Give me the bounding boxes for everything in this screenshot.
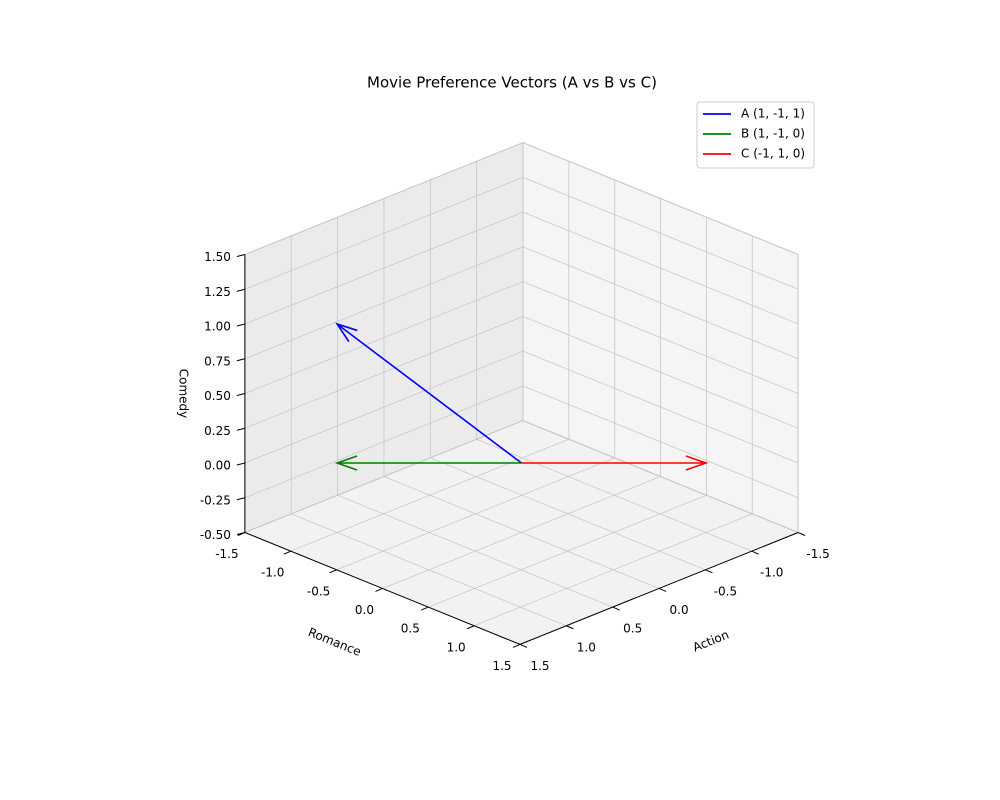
z-tick-label: 1.50 bbox=[204, 250, 231, 264]
y-tick-label: 0.5 bbox=[401, 622, 420, 636]
y-tick-label: 0.0 bbox=[355, 603, 374, 617]
y-tick bbox=[466, 625, 475, 630]
grid-line bbox=[382, 476, 661, 589]
grid-line bbox=[244, 420, 524, 533]
grid-line bbox=[522, 281, 799, 394]
z-tick-label: -0.50 bbox=[200, 528, 231, 542]
grid-line bbox=[244, 350, 524, 464]
arrow bbox=[334, 455, 522, 471]
x-tick-label: -1.5 bbox=[806, 547, 829, 561]
y-tick bbox=[375, 587, 383, 592]
grid-line bbox=[522, 420, 799, 533]
arrow bbox=[335, 322, 522, 464]
y-tick-label: -1.0 bbox=[261, 566, 284, 580]
grid-line bbox=[522, 176, 799, 290]
x-tick bbox=[797, 532, 806, 536]
grid-line bbox=[336, 457, 615, 571]
x-axis-line bbox=[519, 532, 799, 645]
x-tick-label: -0.5 bbox=[714, 584, 737, 598]
z-tick bbox=[236, 254, 246, 257]
x-tick-label: 1.5 bbox=[530, 659, 549, 673]
grid-line bbox=[244, 385, 524, 499]
z-tick-label: 0.75 bbox=[204, 354, 231, 368]
z-tick bbox=[236, 462, 246, 466]
x-tick bbox=[705, 569, 713, 574]
grid-line bbox=[522, 385, 799, 499]
grid-line bbox=[522, 142, 799, 255]
y-tick-label: -1.5 bbox=[215, 547, 238, 561]
legend-label: B (1, -1, 0) bbox=[741, 127, 805, 141]
grid-line bbox=[244, 315, 524, 429]
grid-line bbox=[522, 315, 799, 429]
y-tick bbox=[421, 606, 429, 611]
y-axis-line bbox=[244, 532, 521, 645]
x-tick bbox=[566, 625, 574, 630]
legend-label: A (1, -1, 1) bbox=[741, 107, 805, 121]
grid-line bbox=[522, 350, 799, 464]
z-tick bbox=[236, 497, 246, 501]
z-tick bbox=[236, 358, 246, 362]
grid-line bbox=[522, 211, 799, 325]
z-tick-label: 1.00 bbox=[204, 320, 231, 334]
x-tick-label: 1.0 bbox=[577, 640, 596, 654]
x-axis-title: Action bbox=[691, 627, 731, 654]
y-tick bbox=[512, 643, 521, 648]
z-tick bbox=[236, 393, 246, 396]
z-tick-label: 0.25 bbox=[204, 424, 231, 438]
grid-line bbox=[474, 513, 753, 627]
z-tick-label: 1.25 bbox=[204, 285, 231, 299]
z-tick-label: 0.50 bbox=[204, 389, 231, 403]
grid-line bbox=[244, 281, 524, 394]
grid-line bbox=[244, 246, 524, 360]
z-tick bbox=[236, 427, 246, 431]
x-tick-label: 0.0 bbox=[670, 603, 689, 617]
legend-box bbox=[696, 101, 815, 169]
z-tick bbox=[236, 532, 246, 535]
legend-label: C (-1, 1, 0) bbox=[741, 147, 805, 161]
grid-line bbox=[244, 211, 524, 325]
x-tick bbox=[751, 550, 759, 555]
y-tick-label: -0.5 bbox=[307, 584, 330, 598]
panes bbox=[243, 141, 800, 645]
z-tick-label: 0.00 bbox=[204, 459, 231, 473]
chart-title: Movie Preference Vectors (A vs B vs C) bbox=[367, 74, 657, 92]
arrow bbox=[521, 455, 709, 471]
z-tick bbox=[236, 288, 246, 292]
x-tick-label: 0.5 bbox=[623, 622, 642, 636]
x-tick-label: -1.0 bbox=[760, 566, 783, 580]
y-axis-title: Romance bbox=[306, 625, 363, 659]
z-tick-label: -0.25 bbox=[200, 493, 231, 507]
grid-line bbox=[522, 246, 799, 360]
grid-line bbox=[290, 438, 569, 552]
y-tick bbox=[283, 550, 291, 555]
x-tick bbox=[519, 643, 528, 648]
grid-line bbox=[244, 176, 524, 290]
z-tick bbox=[236, 323, 246, 327]
y-tick bbox=[329, 569, 337, 574]
grid-line bbox=[428, 494, 707, 608]
grid-line bbox=[244, 142, 524, 255]
y-tick-label: 1.5 bbox=[492, 659, 511, 673]
x-tick bbox=[658, 587, 667, 592]
z-axis-title: Comedy bbox=[176, 369, 190, 419]
y-tick-label: 1.0 bbox=[447, 640, 466, 654]
x-tick bbox=[612, 606, 620, 611]
